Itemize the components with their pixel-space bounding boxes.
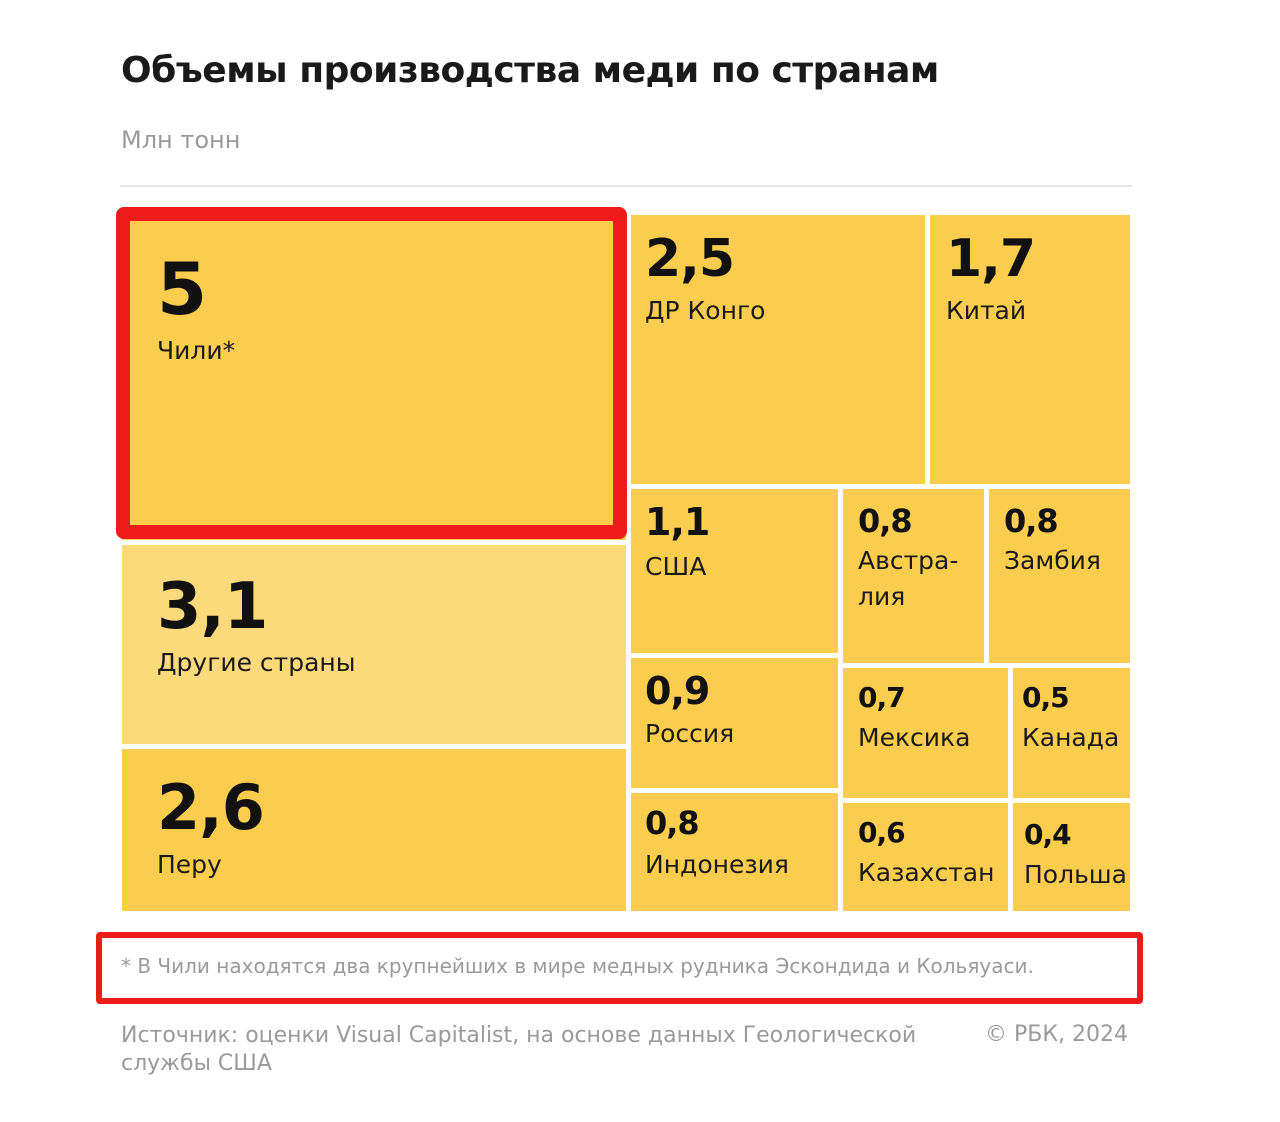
highlight-box-chile	[116, 207, 627, 539]
tile-label: Канада	[1022, 723, 1120, 752]
chart-title: Объемы производства меди по странам	[121, 50, 939, 91]
treemap-tile-россия: 0,9 Россия	[631, 658, 838, 788]
treemap-tile-индонезия: 0,8 Индонезия	[631, 793, 838, 911]
tile-value: 0,6	[858, 816, 906, 849]
treemap-tile-польша: 0,4 Польша	[1013, 803, 1130, 911]
footnote: * В Чили находятся два крупнейших в мире…	[121, 954, 1034, 978]
treemap-tile-мексика: 0,7 Мексика	[843, 668, 1008, 798]
tile-label: США	[645, 552, 707, 581]
tile-value: 0,8	[1004, 502, 1059, 540]
copyright: © РБК, 2024	[985, 1022, 1128, 1047]
treemap-tile-др-конго: 2,5 ДР Конго	[631, 215, 925, 484]
treemap-tile-перу: 2,6 Перу	[122, 749, 626, 911]
treemap-tile-китай: 1,7 Китай	[930, 215, 1130, 484]
treemap-tile-чили: 5 Чили*	[122, 215, 626, 540]
treemap-tile-канада: 0,5 Канада	[1013, 668, 1130, 798]
tile-value: 0,9	[645, 669, 710, 713]
tile-value: 0,8	[858, 502, 913, 540]
source-note: Источник: оценки Visual Capitalist, на о…	[121, 1023, 917, 1076]
tile-value: 2,6	[157, 771, 265, 844]
tile-label: Другие страны	[157, 648, 356, 677]
tile-value: 1,7	[946, 229, 1036, 289]
tile-label: Перу	[157, 850, 222, 879]
tile-label: Индонезия	[645, 850, 789, 879]
unit-label: Млн тонн	[121, 126, 241, 154]
divider	[120, 185, 1132, 187]
tile-value: 1,1	[645, 500, 710, 544]
treemap-tile-другие-страны: 3,1 Другие страны	[122, 545, 626, 744]
tile-value: 0,7	[858, 681, 906, 714]
tile-value: 0,8	[645, 804, 700, 842]
tile-value: 2,5	[645, 229, 735, 289]
tile-label: Замбия	[1004, 546, 1101, 575]
treemap-tile-сша: 1,1 США	[631, 489, 838, 653]
tile-value: 5	[157, 247, 207, 331]
tile-label: Польша	[1024, 860, 1128, 889]
tile-value: 0,5	[1022, 681, 1070, 714]
tile-label: Мексика	[858, 723, 971, 752]
tile-label: Казахстан	[858, 858, 995, 887]
treemap-tile-австралия: 0,8 Австра- лия	[843, 489, 984, 663]
tile-label: Китай	[946, 296, 1027, 325]
treemap-tile-замбия: 0,8 Замбия	[989, 489, 1130, 663]
tile-label: Россия	[645, 719, 735, 748]
tile-value: 3,1	[157, 570, 268, 644]
tile-label: Австра- лия	[858, 546, 959, 612]
tile-value: 0,4	[1024, 818, 1072, 851]
treemap-tile-казахстан: 0,6 Казахстан	[843, 803, 1008, 911]
tile-label: ДР Конго	[645, 296, 766, 325]
tile-label: Чили*	[157, 336, 236, 365]
highlight-box-footnote	[96, 932, 1143, 1004]
